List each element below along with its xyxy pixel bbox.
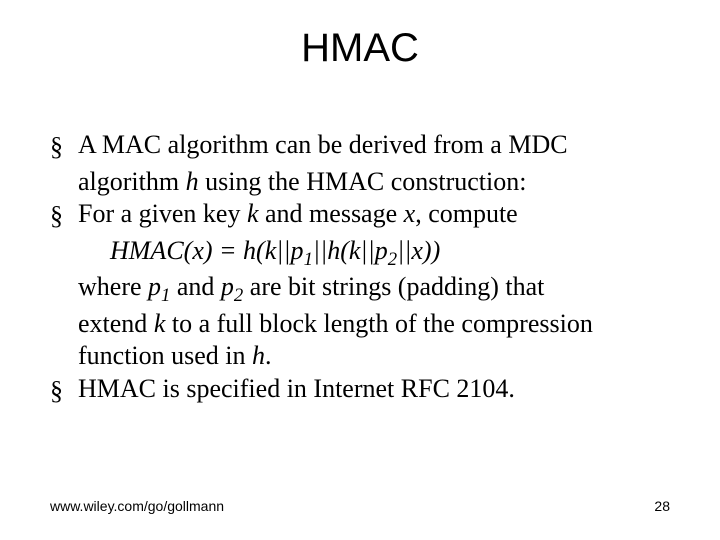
text-run: and: [170, 272, 221, 301]
bullet-item: § HMAC is specified in Internet RFC 2104…: [50, 373, 670, 408]
subscript: 1: [304, 249, 313, 270]
text-italic: p: [221, 272, 234, 301]
subscript: 2: [388, 249, 397, 270]
slide-body: § A MAC algorithm can be derived from a …: [50, 129, 670, 407]
bullet-marker: §: [50, 198, 78, 233]
text-italic: x: [404, 199, 416, 228]
text-italic: k: [247, 199, 259, 228]
text-italic: h: [186, 167, 199, 196]
bullet-continuation: where p1 and p2 are bit strings (padding…: [78, 271, 670, 308]
slide: HMAC § A MAC algorithm can be derived fr…: [0, 0, 720, 540]
bullet-continuation: algorithm h using the HMAC construction:: [78, 166, 670, 199]
text-run: and message: [259, 199, 404, 228]
text-run: .: [265, 341, 272, 370]
bullet-text: For a given key k and message x, compute: [78, 198, 670, 231]
text-italic: ||h(k||p: [313, 236, 388, 265]
text-italic: ||x)): [397, 236, 440, 265]
page-number: 28: [654, 498, 670, 514]
bullet-marker: §: [50, 373, 78, 408]
subscript: 2: [234, 285, 243, 306]
text-run: A MAC algorithm can be derived from a MD…: [78, 130, 568, 159]
text-italic: HMAC(x) = h(k||p: [110, 236, 304, 265]
text-run: extend: [78, 309, 154, 338]
footer-url: www.wiley.com/go/gollmann: [50, 498, 224, 514]
bullet-continuation: function used in h.: [78, 340, 670, 373]
text-run: where: [78, 272, 148, 301]
bullet-item: § For a given key k and message x, compu…: [50, 198, 670, 233]
formula-line: HMAC(x) = h(k||p1||h(k||p2||x)): [110, 235, 670, 272]
slide-footer: www.wiley.com/go/gollmann 28: [50, 498, 670, 514]
bullet-text: HMAC is specified in Internet RFC 2104.: [78, 373, 670, 406]
bullet-text: A MAC algorithm can be derived from a MD…: [78, 129, 670, 162]
text-run: to a full block length of the compressio…: [165, 309, 592, 338]
text-run: HMAC is specified in Internet RFC 2104.: [78, 374, 515, 403]
bullet-continuation: extend k to a full block length of the c…: [78, 308, 670, 341]
text-run: For a given key: [78, 199, 247, 228]
text-italic: k: [154, 309, 166, 338]
subscript: 1: [161, 285, 170, 306]
text-run: function used in: [78, 341, 252, 370]
text-run: , compute: [415, 199, 518, 228]
bullet-item: § A MAC algorithm can be derived from a …: [50, 129, 670, 164]
text-run: algorithm: [78, 167, 186, 196]
slide-title: HMAC: [50, 26, 670, 71]
text-run: are bit strings (padding) that: [243, 272, 544, 301]
bullet-marker: §: [50, 129, 78, 164]
text-italic: p: [148, 272, 161, 301]
text-run: using the HMAC construction:: [199, 167, 527, 196]
text-italic: h: [252, 341, 265, 370]
